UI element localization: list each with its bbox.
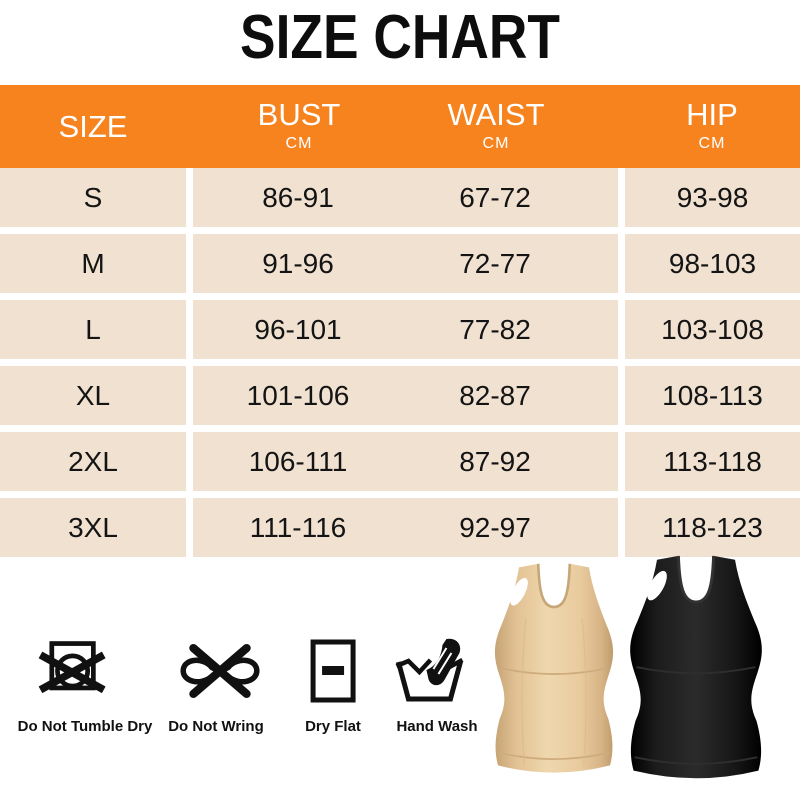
table-row-m: M 91-96 72-77 98-103 [0, 234, 800, 293]
cell-size: 3XL [0, 498, 186, 557]
header-hip: HIP CM [686, 98, 738, 153]
cell-bust-waist: 96-101 77-82 [193, 300, 618, 359]
cell-size: 2XL [0, 432, 186, 491]
header-hip-unit: CM [698, 135, 726, 152]
cell-bust-waist: 106-111 87-92 [193, 432, 618, 491]
bust-value: 106-111 [248, 445, 348, 477]
do-not-tumble-dry-icon [38, 634, 106, 704]
page-title: SIZE CHART [240, 3, 560, 72]
header-size-label: SIZE [58, 108, 128, 144]
waist-value: 82-87 [459, 379, 531, 411]
hip-value: 113-118 [663, 445, 762, 477]
do-not-wring-icon [175, 634, 265, 704]
hip-value: 108-113 [662, 379, 763, 411]
table-row-s: S 86-91 67-72 93-98 [0, 168, 800, 227]
bust-value: 96-101 [254, 313, 342, 345]
cell-size: S [0, 168, 186, 227]
table-row-2xl: 2XL 106-111 87-92 113-118 [0, 432, 800, 491]
cell-hip: 118-123 [625, 498, 800, 557]
table-row-3xl: 3XL 111-116 92-97 118-123 [0, 498, 800, 557]
cell-bust-waist: 111-116 92-97 [193, 498, 618, 557]
size-value: M [81, 247, 105, 279]
header-bust-unit: CM [285, 135, 313, 152]
cell-hip: 113-118 [625, 432, 800, 491]
hip-value: 93-98 [676, 181, 749, 213]
care-item-do-not-wring: Do Not Wring [167, 634, 265, 735]
waist-value: 92-97 [459, 511, 531, 543]
cell-size: M [0, 234, 186, 293]
cell-size: XL [0, 366, 186, 425]
cell-hip: 98-103 [625, 234, 800, 293]
header-bust: BUST CM [258, 98, 341, 153]
waist-value: 72-77 [459, 247, 531, 279]
header-waist-label: WAIST [447, 97, 545, 132]
bust-value: 86-91 [262, 181, 334, 213]
size-value: 3XL [68, 511, 118, 543]
care-item-hand-wash: Hand Wash [394, 634, 478, 735]
cell-bust-waist: 91-96 72-77 [193, 234, 618, 293]
bust-value: 91-96 [262, 247, 334, 279]
dry-flat-icon [309, 634, 357, 704]
waist-value: 67-72 [459, 181, 531, 213]
cell-hip: 103-108 [625, 300, 800, 359]
cell-bust-waist: 101-106 82-87 [193, 366, 618, 425]
header-bust-label: BUST [257, 97, 341, 132]
cell-hip: 108-113 [625, 366, 800, 425]
cell-bust-waist: 86-91 67-72 [193, 168, 618, 227]
size-value: 2XL [68, 445, 118, 477]
cell-size: L [0, 300, 186, 359]
care-item-dry-flat: Dry Flat [305, 634, 361, 735]
header-waist-unit: CM [482, 135, 510, 152]
care-label: Do Not Tumble Dry [17, 718, 153, 735]
size-table-body: S 86-91 67-72 93-98 M 91-96 72-77 98-103… [0, 168, 800, 557]
care-label: Do Not Wring [168, 718, 264, 735]
care-label: Dry Flat [305, 718, 361, 735]
hip-value: 118-123 [662, 511, 763, 543]
beige-tank-top-image [494, 563, 614, 773]
bust-value: 111-116 [249, 511, 347, 543]
care-item-do-not-tumble-dry: Do Not Tumble Dry [17, 634, 153, 735]
table-row-l: L 96-101 77-82 103-108 [0, 300, 800, 359]
hand-wash-icon [394, 634, 464, 704]
size-value: L [85, 313, 101, 345]
hip-value: 98-103 [668, 247, 757, 279]
size-value: S [83, 181, 103, 213]
header-waist: WAIST CM [447, 98, 544, 153]
black-tank-top-image [630, 555, 762, 779]
table-row-xl: XL 101-106 82-87 108-113 [0, 366, 800, 425]
hip-value: 103-108 [661, 313, 764, 345]
waist-value: 87-92 [459, 445, 531, 477]
bust-value: 101-106 [246, 379, 350, 411]
cell-hip: 93-98 [625, 168, 800, 227]
waist-value: 77-82 [459, 313, 531, 345]
table-header: SIZE BUST CM WAIST CM HIP CM [0, 85, 800, 168]
header-hip-label: HIP [686, 97, 738, 132]
care-label: Hand Wash [396, 718, 478, 735]
size-value: XL [75, 379, 111, 411]
